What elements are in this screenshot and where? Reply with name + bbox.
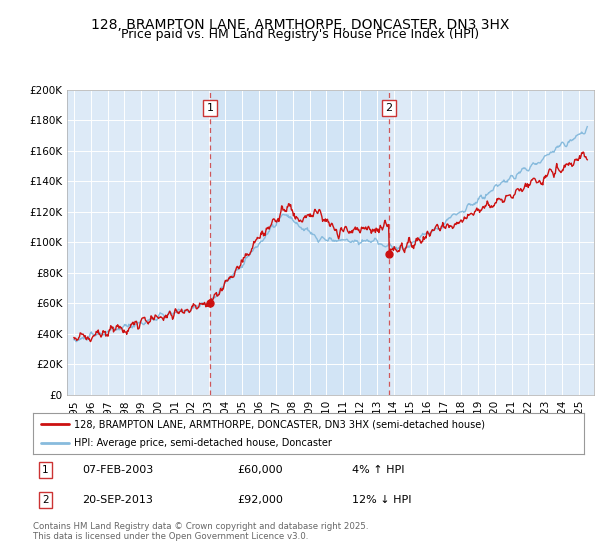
Bar <box>210 90 389 395</box>
Text: 1: 1 <box>207 103 214 113</box>
Text: 12% ↓ HPI: 12% ↓ HPI <box>352 495 412 505</box>
Text: 4% ↑ HPI: 4% ↑ HPI <box>352 465 405 475</box>
Text: 128, BRAMPTON LANE, ARMTHORPE, DONCASTER, DN3 3HX: 128, BRAMPTON LANE, ARMTHORPE, DONCASTER… <box>91 18 509 32</box>
Text: £92,000: £92,000 <box>237 495 283 505</box>
Text: £60,000: £60,000 <box>237 465 283 475</box>
Text: Price paid vs. HM Land Registry's House Price Index (HPI): Price paid vs. HM Land Registry's House … <box>121 28 479 41</box>
Text: HPI: Average price, semi-detached house, Doncaster: HPI: Average price, semi-detached house,… <box>74 438 332 447</box>
Text: 20-SEP-2013: 20-SEP-2013 <box>83 495 154 505</box>
Text: 2: 2 <box>42 495 49 505</box>
Text: Contains HM Land Registry data © Crown copyright and database right 2025.
This d: Contains HM Land Registry data © Crown c… <box>33 522 368 542</box>
Text: 128, BRAMPTON LANE, ARMTHORPE, DONCASTER, DN3 3HX (semi-detached house): 128, BRAMPTON LANE, ARMTHORPE, DONCASTER… <box>74 419 485 429</box>
Text: 07-FEB-2003: 07-FEB-2003 <box>83 465 154 475</box>
Text: 2: 2 <box>385 103 392 113</box>
Text: 1: 1 <box>42 465 49 475</box>
